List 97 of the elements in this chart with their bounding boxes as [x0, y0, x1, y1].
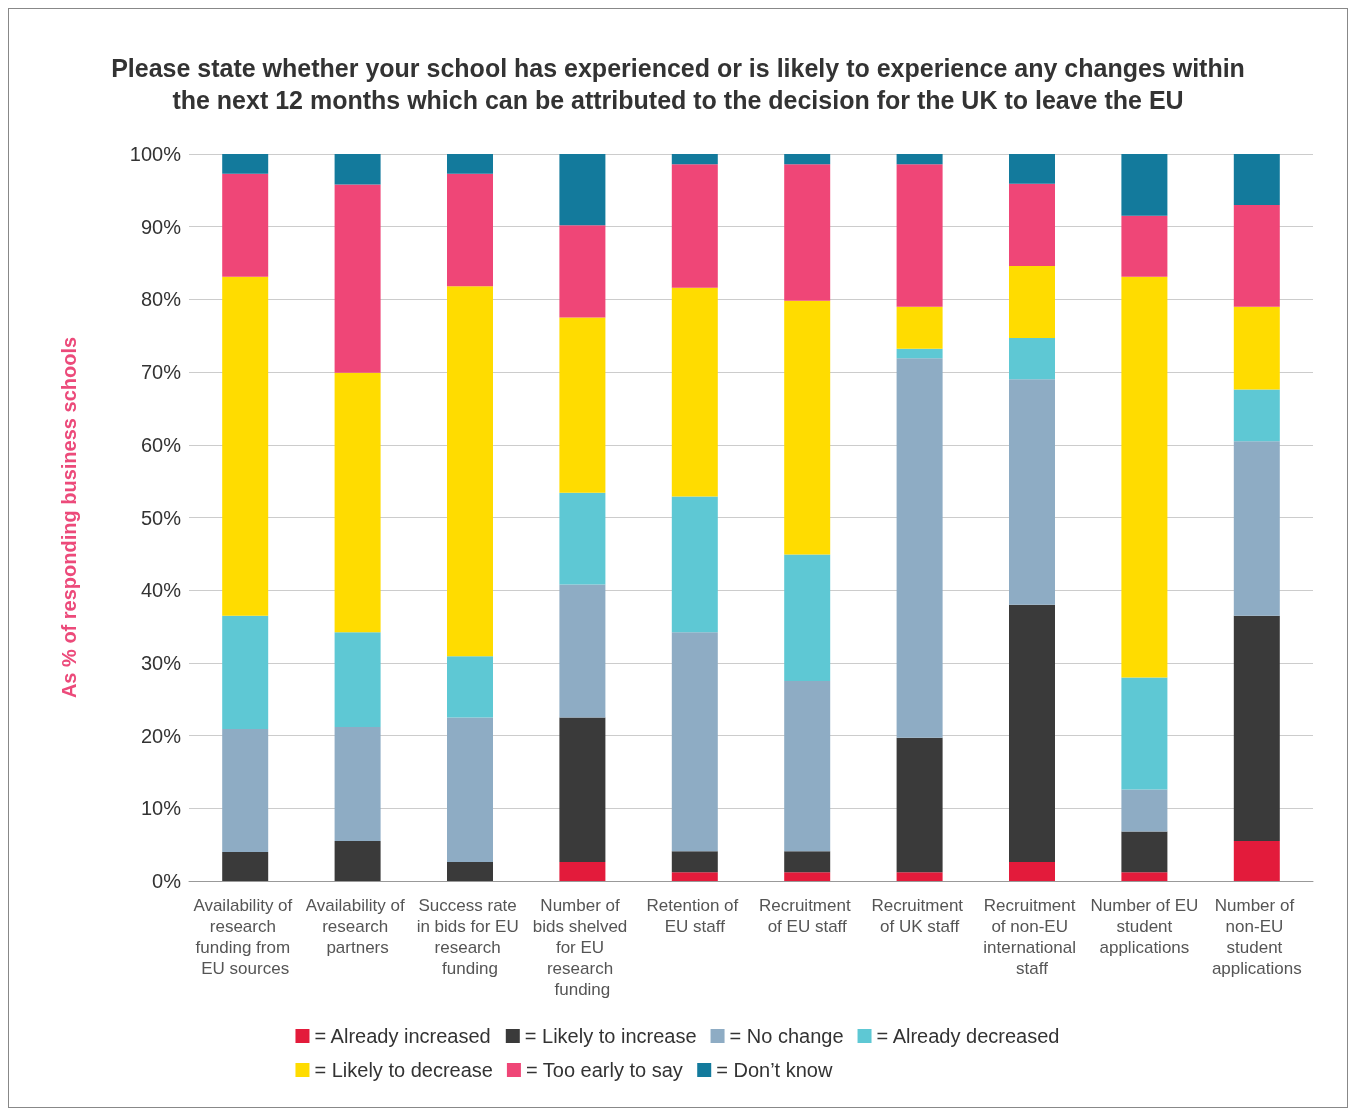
bar — [671, 632, 718, 852]
bar — [1009, 379, 1055, 605]
bar — [1233, 615, 1280, 842]
bar — [334, 841, 381, 881]
bar — [334, 154, 381, 185]
bar — [784, 554, 831, 682]
bar — [222, 276, 269, 616]
bar — [896, 164, 943, 307]
bar — [334, 726, 381, 842]
x-tick-label: Number of EU student applications — [1090, 896, 1199, 957]
bar — [671, 851, 718, 873]
bar — [671, 287, 718, 497]
bar — [334, 632, 381, 727]
bar — [784, 164, 831, 301]
y-tick-label: 30% — [140, 651, 182, 674]
x-tick-label: Recruitment of UK staff — [871, 896, 968, 936]
bar — [559, 317, 606, 493]
y-tick-label: 90% — [140, 215, 182, 238]
x-tick-label: Recruitment of non-EU international staff — [983, 896, 1081, 978]
bar — [1121, 872, 1168, 881]
bar — [1121, 276, 1168, 678]
bar — [671, 496, 718, 633]
bar — [334, 184, 381, 373]
bar — [784, 681, 831, 852]
legend-label: = Likely to increase — [524, 1025, 697, 1047]
bar — [559, 225, 606, 318]
legend-label: = Already increased — [314, 1025, 491, 1047]
y-tick-label: 100% — [129, 143, 182, 165]
bar — [671, 872, 718, 881]
y-tick-label: 10% — [140, 797, 182, 820]
bar — [222, 615, 269, 730]
bar — [784, 300, 831, 555]
bar — [784, 851, 831, 873]
bar — [447, 286, 493, 657]
bar — [896, 306, 943, 349]
x-tick-label: Recruitment of EU staff — [759, 896, 856, 936]
bar — [1233, 441, 1280, 616]
bar — [222, 154, 269, 174]
bar — [222, 173, 269, 277]
x-tick-label: Availability of research funding from EU sources — [193, 896, 298, 978]
bar — [334, 372, 381, 633]
legend-label: = Likely to decrease — [314, 1059, 493, 1081]
bar — [559, 862, 606, 881]
bar — [671, 164, 718, 288]
bar — [559, 717, 606, 863]
bar — [1121, 154, 1168, 216]
bar — [447, 154, 493, 174]
legend-label: = Don’t know — [716, 1059, 833, 1081]
bar — [222, 851, 269, 881]
y-tick-label: 60% — [140, 433, 182, 456]
bar — [222, 729, 269, 852]
bar — [1233, 841, 1280, 881]
bar — [447, 173, 493, 287]
legend-label: = Already decreased — [876, 1025, 1060, 1047]
bar — [1009, 604, 1055, 863]
bar — [1121, 677, 1168, 790]
bar — [447, 862, 493, 881]
x-tick-label: Retention of EU staff — [646, 896, 743, 936]
bar — [1233, 204, 1280, 307]
bar — [559, 584, 606, 718]
y-tick-label: 20% — [140, 724, 182, 747]
bar — [447, 656, 493, 718]
bar — [1121, 789, 1168, 832]
bar — [559, 154, 606, 226]
bar — [1009, 265, 1055, 338]
bar — [1121, 831, 1168, 873]
y-tick-label: 40% — [140, 579, 182, 602]
bar — [896, 872, 943, 881]
bar — [447, 717, 493, 863]
bar — [1233, 389, 1280, 442]
chart-title: Please state whether your school has experienced or is likely to experience any changes within the next 12 months which can be attributed to the decision for the UK to leave the EU — [111, 54, 1245, 114]
bar — [1009, 183, 1055, 266]
x-tick-label: Number of bids shelved for EU research funding — [532, 896, 633, 999]
legend-label: = No change — [729, 1025, 844, 1047]
x-tick-label: Success rate in bids for EU research funding — [416, 896, 524, 978]
y-tick-label: 0% — [152, 870, 182, 892]
bar — [784, 154, 831, 165]
bar — [1009, 862, 1055, 881]
x-tick-label: Number of non-EU student applications — [1211, 896, 1302, 978]
bar — [1121, 215, 1168, 277]
bar — [1009, 337, 1055, 380]
bar — [784, 872, 831, 881]
bar — [671, 154, 718, 165]
y-axis-title: As % of responding business schools — [58, 336, 80, 699]
bar — [559, 492, 606, 585]
bar — [1233, 306, 1280, 390]
y-tick-label: 50% — [140, 506, 182, 529]
bar — [896, 348, 943, 359]
bar — [896, 154, 943, 165]
legend-label: = Too early to say — [525, 1059, 683, 1081]
bar — [896, 358, 943, 738]
x-tick-label: Availability of research partners — [305, 896, 410, 957]
bar — [1233, 154, 1280, 205]
bar — [1009, 154, 1055, 184]
y-tick-label: 80% — [140, 288, 182, 311]
y-tick-label: 70% — [140, 361, 182, 384]
bar — [896, 737, 943, 873]
